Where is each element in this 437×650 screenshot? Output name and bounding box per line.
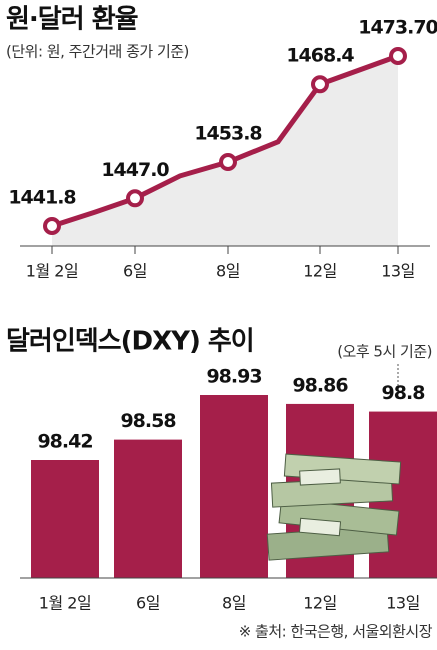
line <box>51 53 399 229</box>
point <box>311 75 329 94</box>
value-label: 1473.70 <box>358 17 437 39</box>
value-label: 98.42 <box>37 431 92 453</box>
bar <box>114 439 182 578</box>
area <box>52 56 398 246</box>
chart-subtitle: (단위: 원, 주간거래 종가 기준) <box>6 43 189 61</box>
x-tick-label: 6일 <box>136 594 160 613</box>
x-tick-label: 1월 2일 <box>39 594 91 613</box>
bar <box>31 460 99 578</box>
chart-title: 원·달러 환율 <box>6 5 138 35</box>
bar <box>200 395 268 578</box>
value-label: 98.58 <box>120 410 176 432</box>
x-tick-label: 1월 2일 <box>26 262 78 281</box>
value-label: 1453.8 <box>194 123 262 145</box>
value-label: 1468.4 <box>286 45 354 67</box>
point <box>126 189 144 208</box>
x-tick-label: 12일 <box>303 262 337 281</box>
chart-note: (오후 5시 기준) <box>337 343 432 361</box>
source: ※ 출처: 한국은행, 서울외환시장 <box>239 623 433 641</box>
value-label: 1447.0 <box>101 159 169 181</box>
x-tick-label: 8일 <box>216 262 240 281</box>
point <box>219 153 237 172</box>
x-tick-label: 13일 <box>386 594 420 613</box>
chart-title: 달러인덱스(DXY) 추이 <box>6 327 254 357</box>
point <box>389 47 407 65</box>
value-label: 98.8 <box>382 382 426 404</box>
money-illustration <box>266 453 402 561</box>
value-label: 98.86 <box>292 374 348 396</box>
point <box>43 217 61 235</box>
x-tick-label: 12일 <box>303 594 337 613</box>
x-tick-label: 6일 <box>123 262 147 281</box>
x-tick-label: 8일 <box>222 594 246 613</box>
x-tick-label: 13일 <box>381 262 415 281</box>
value-label: 1441.8 <box>8 187 76 209</box>
value-label: 98.93 <box>206 366 261 388</box>
